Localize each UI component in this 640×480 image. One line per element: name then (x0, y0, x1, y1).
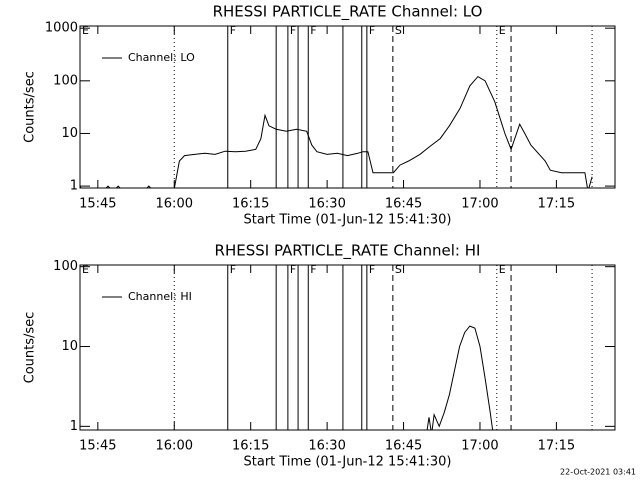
plot-frame (79, 264, 616, 431)
flag-label: E (82, 24, 89, 37)
y-axis-label: Counts/sec (23, 312, 38, 384)
y-tick-label: 1000 (45, 21, 78, 36)
flag-label: E (499, 263, 506, 276)
flag-label: F (230, 24, 236, 37)
y-tick-label: 10 (61, 339, 78, 354)
x-axis-label: Start Time (01-Jun-12 15:41:30) (244, 213, 452, 228)
x-tick-label: 17:15 (538, 439, 575, 454)
legend-label: Channel: HI (128, 290, 192, 303)
y-axis-label: Counts/sec (23, 71, 38, 143)
flag-label: F (369, 24, 375, 37)
x-tick-label: 16:30 (308, 197, 345, 212)
x-tick-label: 16:15 (232, 197, 269, 212)
legend-label: Channel: LO (128, 51, 195, 64)
x-tick-label: 17:00 (461, 197, 498, 212)
flag-label: E (499, 24, 506, 37)
y-tick-label: 100 (53, 73, 78, 88)
x-tick-label: 17:00 (461, 439, 498, 454)
y-tick-label: 100 (53, 259, 78, 274)
x-tick-label: 15:45 (79, 439, 116, 454)
y-tick-label: 10 (61, 126, 78, 141)
x-axis-label: Start Time (01-Jun-12 15:41:30) (244, 455, 452, 470)
flag-label: S (395, 263, 402, 276)
flag-label: F (290, 263, 296, 276)
data-line (80, 75, 593, 188)
data-line (426, 325, 494, 430)
plot-frame (79, 25, 616, 189)
x-tick-label: 16:30 (308, 439, 345, 454)
x-tick-label: 16:00 (156, 197, 193, 212)
flag-label: F (310, 263, 316, 276)
x-tick-label: 16:00 (156, 439, 193, 454)
x-tick-label: 16:45 (385, 439, 422, 454)
chart-title: RHESSI PARTICLE_RATE Channel: HI (215, 242, 481, 261)
y-tick-label: 1 (70, 179, 78, 194)
flag-label: F (369, 263, 375, 276)
x-tick-label: 16:15 (232, 439, 269, 454)
flag-label: F (310, 24, 316, 37)
flag-label: F (230, 263, 236, 276)
x-tick-label: 15:45 (79, 197, 116, 212)
x-tick-label: 17:15 (538, 197, 575, 212)
x-tick-label: 16:45 (385, 197, 422, 212)
flag-label: S (395, 24, 402, 37)
flag-label: F (290, 24, 296, 37)
footer: 22-Oct-2021 03:41 (560, 468, 636, 477)
flag-label: E (82, 263, 89, 276)
y-tick-label: 1 (70, 419, 78, 434)
chart-title: RHESSI PARTICLE_RATE Channel: LO (213, 3, 483, 22)
